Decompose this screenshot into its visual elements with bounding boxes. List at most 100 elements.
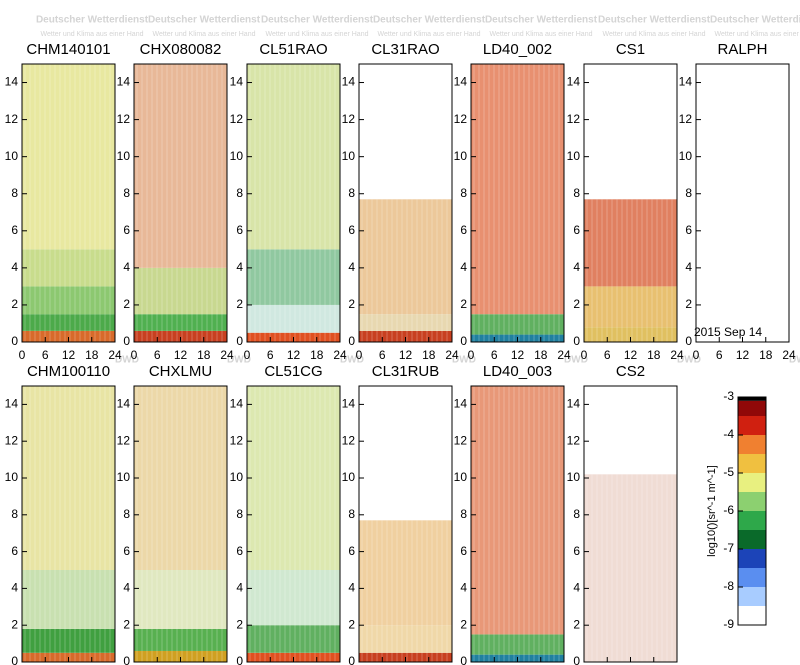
band [247,386,340,570]
band [359,199,452,315]
y-tick-label: 6 [236,544,243,558]
band [22,386,115,570]
watermark-title: Deutscher Wetterdienst [373,15,486,26]
x-tick-label: 18 [85,348,99,362]
y-tick-label: 0 [11,654,18,665]
watermark-title: Deutscher Wetterdienst [710,15,800,26]
watermark-subtitle: Wetter und Klima aus einer Hand [266,31,369,38]
y-tick-label: 6 [236,223,243,237]
y-tick-label: 2 [460,617,467,631]
y-tick-label: 8 [11,507,18,521]
watermark-subtitle: Wetter und Klima aus einer Hand [378,31,481,38]
y-tick-label: 2 [685,297,692,311]
y-tick-label: 4 [123,260,130,274]
y-tick-label: 2 [573,297,580,311]
y-tick-label: 0 [460,334,467,348]
y-tick-label: 0 [348,334,355,348]
y-tick-label: 12 [567,433,581,447]
x-tick-label: 0 [19,348,26,362]
y-tick-label: 12 [679,112,693,126]
y-tick-label: 2 [11,617,18,631]
x-tick-label: 0 [693,348,700,362]
y-tick-label: 0 [11,334,18,348]
band [134,650,227,662]
watermark-logo: DWD [227,355,251,366]
watermark-logo: DWD [564,355,588,366]
x-tick-label: 18 [534,348,548,362]
x-tick-label: 24 [445,348,459,362]
colorbar-tick-label: -7 [723,541,734,555]
y-tick-label: 2 [123,617,130,631]
x-tick-label: 24 [782,348,796,362]
colorbar-segment [738,473,766,492]
y-tick-label: 4 [460,260,467,274]
y-tick-label: 10 [117,149,131,163]
y-tick-label: 8 [348,186,355,200]
colorbar-tick-label: -5 [723,465,734,479]
y-tick-label: 4 [573,581,580,595]
colorbar-segment [738,511,766,530]
x-tick-label: 24 [220,348,234,362]
y-tick-label: 10 [5,149,19,163]
y-tick-label: 12 [5,112,19,126]
x-tick-label: 0 [356,348,363,362]
x-tick-label: 12 [624,348,638,362]
y-tick-label: 6 [123,544,130,558]
y-tick-label: 12 [567,112,581,126]
y-tick-label: 12 [342,112,356,126]
panel-title: CHXLMU [149,363,212,380]
y-tick-label: 14 [230,75,244,89]
y-tick-label: 14 [117,75,131,89]
watermark-logo: DWD [789,355,800,366]
watermark-subtitle: Wetter und Klima aus einer Hand [715,31,800,38]
watermark-logo: DWD [452,355,476,366]
watermark-logo: DWD [115,355,139,366]
colorbar-tick-label: -6 [723,503,734,517]
colorbar-tick-label: -9 [723,617,734,631]
y-tick-label: 2 [348,617,355,631]
band [247,625,340,653]
y-tick-label: 8 [348,507,355,521]
x-tick-label: 6 [42,348,49,362]
y-tick-label: 6 [685,223,692,237]
x-tick-label: 12 [399,348,413,362]
y-tick-label: 8 [573,186,580,200]
band [134,330,227,342]
band [584,286,677,328]
colorbar-tick-label: -4 [723,427,734,441]
colorbar-label: log10()[sr^-1 m^-1] [706,465,718,557]
y-tick-label: 0 [573,654,580,665]
y-tick-label: 14 [567,75,581,89]
y-tick-label: 8 [236,186,243,200]
band [134,314,227,331]
y-tick-label: 4 [123,581,130,595]
watermark-title: Deutscher Wetterdienst [36,15,149,26]
y-tick-label: 4 [11,260,18,274]
band [359,625,452,653]
band [22,330,115,342]
y-tick-label: 2 [573,617,580,631]
y-tick-label: 14 [567,397,581,411]
y-tick-label: 4 [236,260,243,274]
y-tick-label: 0 [460,654,467,665]
x-tick-label: 6 [604,348,611,362]
y-tick-label: 8 [685,186,692,200]
x-tick-label: 18 [647,348,661,362]
band [22,314,115,331]
x-tick-label: 18 [759,348,773,362]
watermark-title: Deutscher Wetterdienst [148,15,261,26]
panel-title: CL51CG [264,363,322,380]
band [471,386,564,635]
y-tick-label: 0 [123,334,130,348]
band [584,474,677,662]
band [22,249,115,287]
band [359,520,452,626]
x-tick-label: 0 [581,348,588,362]
panel-title: LD40_002 [483,41,552,58]
colorbar-segment [738,606,766,625]
y-tick-label: 12 [230,433,244,447]
panel-title: CHX080082 [140,41,222,58]
x-tick-label: 6 [379,348,386,362]
colorbar-segment [738,568,766,587]
